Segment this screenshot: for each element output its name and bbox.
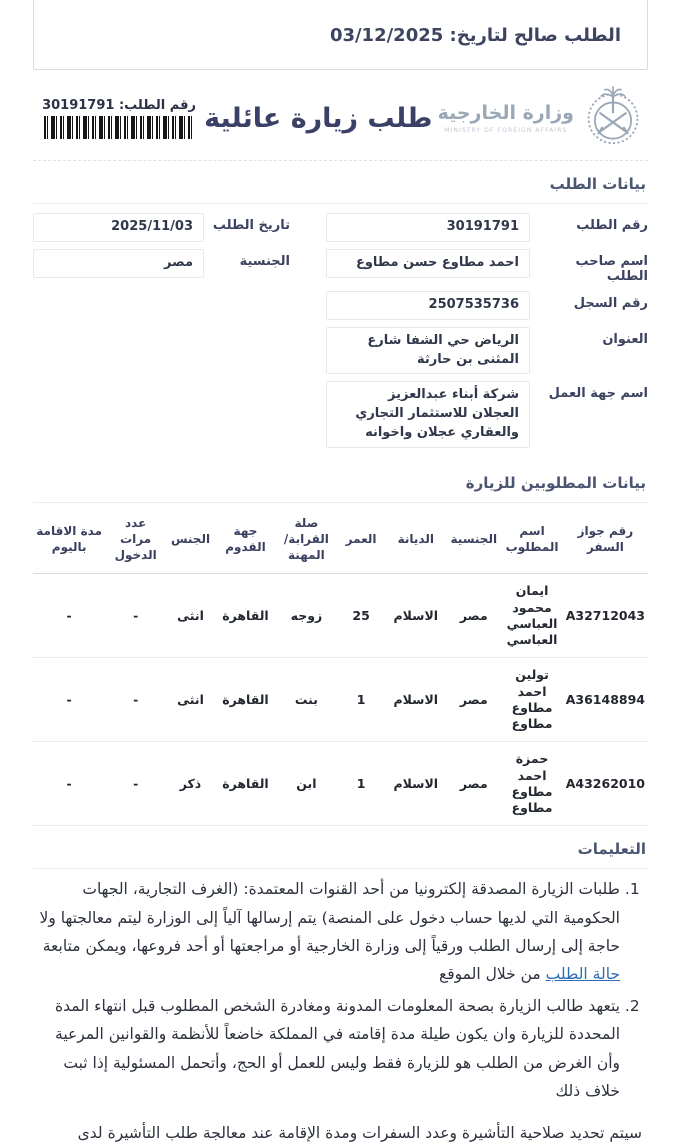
ministry-name-english: MINISTRY OF FOREIGN AFFAIRS xyxy=(444,127,568,134)
section-title-request-data: بيانات الطلب xyxy=(549,175,646,193)
barcode-block: رقم الطلب: 30191791 xyxy=(39,98,199,139)
table-row: A43262010 حمزة احمد مطاوع مطاوع مصر الاس… xyxy=(33,741,648,827)
field-applicant-name: اسم صاحب الطلب احمد مطاوع حسن مطاوع xyxy=(326,248,648,284)
cell-nationality: مصر xyxy=(446,573,502,659)
divider xyxy=(33,868,648,870)
field-label: رقم الطلب xyxy=(576,218,648,233)
cell-passport: A43262010 xyxy=(562,741,648,827)
field-address: العنوان الرياض حي الشفا شارع المثنى بن ح… xyxy=(326,326,648,375)
cell-relationship: بنت xyxy=(275,657,337,743)
field-value: 30191791 xyxy=(326,213,530,242)
validity-box: الطلب صالح لتاريخ: 03/12/2025 xyxy=(33,0,648,70)
cell-age: 1 xyxy=(336,741,386,827)
validity-date-text: الطلب صالح لتاريخ: 03/12/2025 xyxy=(329,24,621,46)
cell-gender: انثى xyxy=(166,657,215,743)
cell-nationality: مصر xyxy=(446,741,502,827)
table-row: A36148894 تولين احمد مطاوع مطاوع مصر الا… xyxy=(33,657,648,743)
cell-duration: - xyxy=(33,741,106,827)
field-label: الجنسية xyxy=(239,253,290,269)
ministry-logo: وزارة الخارجية MINISTRY OF FOREIGN AFFAI… xyxy=(438,86,642,150)
cell-age: 25 xyxy=(336,573,386,659)
field-value: احمد مطاوع حسن مطاوع xyxy=(326,248,530,278)
field-request-number: رقم الطلب 30191791 xyxy=(326,213,648,242)
visitors-table-header-row: رقم جواز السفر اسم المطلوب الجنسية الديا… xyxy=(33,504,648,575)
instruction-item-1: طلبات الزيارة المصدقة إلكترونيا من أحد ا… xyxy=(39,875,620,988)
field-employer: اسم جهة العمل شركة أبناء عبدالعزيز العجل… xyxy=(326,381,648,448)
col-gender: الجنس xyxy=(166,504,215,575)
col-nationality: الجنسية xyxy=(446,504,502,575)
cell-nationality: مصر xyxy=(446,657,502,743)
request-status-link[interactable]: حالة الطلب xyxy=(545,965,620,984)
cell-name: تولين احمد مطاوع مطاوع xyxy=(501,657,563,743)
col-arrival-from: جهة القدوم xyxy=(214,504,276,575)
cell-entries: - xyxy=(105,657,167,743)
cell-arrival: القاهرة xyxy=(214,573,276,659)
col-passport-number: رقم جواز السفر xyxy=(562,504,648,575)
page-title: طلب زيارة عائلية xyxy=(204,102,433,134)
cell-religion: الاسلام xyxy=(385,573,447,659)
instruction-item-2: يتعهد طالب الزيارة بصحة المعلومات المدون… xyxy=(39,992,620,1105)
cell-religion: الاسلام xyxy=(385,657,447,743)
cell-religion: الاسلام xyxy=(385,741,447,827)
cell-relationship: زوجه xyxy=(275,573,337,659)
cell-name: حمزة احمد مطاوع مطاوع xyxy=(501,741,563,827)
cell-arrival: القاهرة xyxy=(214,657,276,743)
section-title-instructions: التعليمات xyxy=(577,840,646,859)
field-label: رقم السجل xyxy=(573,295,648,311)
cell-duration: - xyxy=(33,657,106,743)
cell-entries: - xyxy=(105,573,167,659)
field-nationality: الجنسية مصر xyxy=(33,248,290,284)
cell-name: ايمان محمود العباسي العباسي xyxy=(501,573,563,659)
field-record-number: رقم السجل 2507535736 xyxy=(326,290,648,320)
divider xyxy=(33,501,648,503)
field-value: مصر xyxy=(33,248,204,278)
cell-age: 1 xyxy=(336,657,386,743)
visa-processing-note: سيتم تحديد صلاحية التأشيرة وعدد السفرات … xyxy=(77,1124,642,1143)
section-title-visitors: بيانات المطلوبين للزيارة xyxy=(465,473,646,492)
field-value: شركة أبناء عبدالعزيز العجلان للاستثمار ا… xyxy=(326,381,530,448)
visitors-table: رقم جواز السفر اسم المطلوب الجنسية الديا… xyxy=(33,504,648,827)
request-fields: رقم الطلب 30191791 تاريخ الطلب 2025/11/0… xyxy=(33,204,648,460)
field-label: اسم جهة العمل xyxy=(548,386,648,402)
field-value: 2025/11/03 xyxy=(33,213,204,242)
table-row: A32712043 ايمان محمود العباسي العباسي مص… xyxy=(33,573,648,659)
cell-duration: - xyxy=(33,573,106,659)
cell-passport: A32712043 xyxy=(562,573,648,659)
instruction-1-text: طلبات الزيارة المصدقة إلكترونيا من أحد ا… xyxy=(39,880,620,955)
divider xyxy=(33,203,648,204)
field-value: 2507535736 xyxy=(326,290,530,320)
field-request-date: تاريخ الطلب 2025/11/03 xyxy=(33,213,290,242)
instructions-body: طلبات الزيارة المصدقة إلكترونيا من أحد ا… xyxy=(33,869,648,1147)
col-visitor-name: اسم المطلوب xyxy=(501,504,563,575)
cell-relationship: ابن xyxy=(275,741,337,827)
spacer xyxy=(33,291,290,320)
field-value: الرياض حي الشفا شارع المثنى بن حارثة xyxy=(326,326,530,375)
cell-entries: - xyxy=(105,741,167,827)
barcode-image xyxy=(44,115,195,139)
field-label: العنوان xyxy=(602,331,648,347)
col-relationship: صلة القرابة/ المهنة xyxy=(275,504,337,575)
header-divider xyxy=(33,160,648,161)
ministry-name-arabic: وزارة الخارجية xyxy=(437,102,575,124)
col-age: العمر xyxy=(336,504,386,575)
col-religion: الديانة xyxy=(385,504,447,575)
document-header: وزارة الخارجية MINISTRY OF FOREIGN AFFAI… xyxy=(33,70,648,160)
cell-gender: ذكر xyxy=(166,741,215,827)
spacer xyxy=(33,327,290,375)
barcode-request-number: رقم الطلب: 30191791 xyxy=(42,97,196,113)
field-label: تاريخ الطلب xyxy=(212,218,290,233)
col-entries-count: عدد مرات الدخول xyxy=(105,504,167,575)
cell-arrival: القاهرة xyxy=(214,741,276,827)
ministry-emblem-icon xyxy=(584,86,642,150)
col-stay-duration: مدة الاقامة باليوم xyxy=(33,504,106,575)
cell-passport: A36148894 xyxy=(562,657,648,743)
spacer xyxy=(33,381,290,448)
field-label: اسم صاحب الطلب xyxy=(575,253,648,284)
cell-gender: انثى xyxy=(166,573,215,659)
ministry-logo-text: وزارة الخارجية MINISTRY OF FOREIGN AFFAI… xyxy=(437,102,575,134)
instruction-1-text-after: من خلال الموقع xyxy=(439,965,546,984)
